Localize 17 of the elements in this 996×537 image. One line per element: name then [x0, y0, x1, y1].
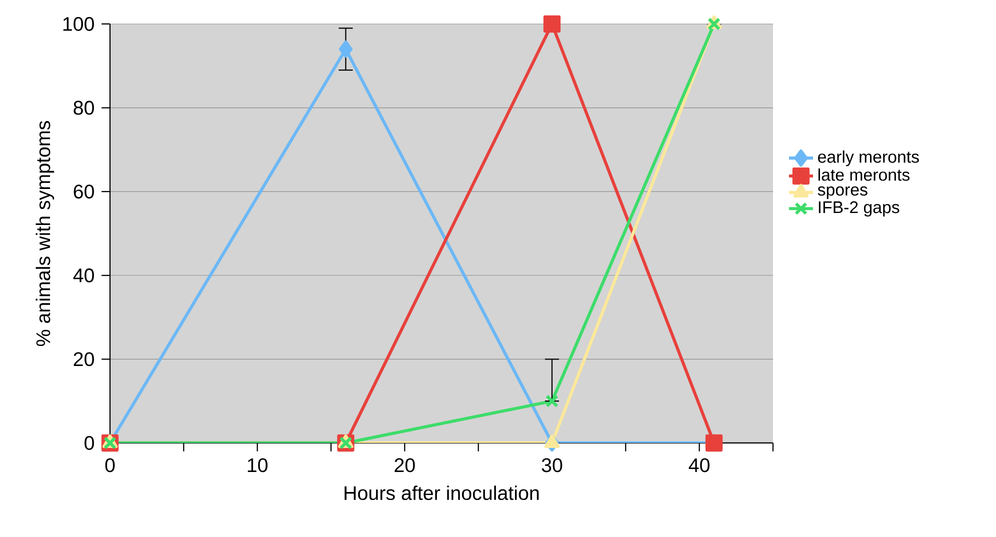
x-tick-label: 30: [542, 458, 562, 472]
x-tick-label: 40: [688, 458, 710, 472]
y-tick-label: 100: [63, 17, 94, 31]
x-tick-label: 20: [394, 458, 415, 472]
y-tick-label: 80: [74, 100, 94, 115]
legend-label: early meronts: [818, 150, 919, 166]
y-axis-title: % animals with symptoms: [36, 121, 54, 346]
legend-label: late meronts: [818, 168, 910, 181]
legend-label: IFB-2 gaps: [818, 201, 900, 217]
legend-label: spores: [818, 186, 868, 199]
y-tick-label: 20: [74, 352, 94, 366]
x-axis-title: Hours after inoculation: [344, 486, 539, 500]
x-tick-label: 0: [105, 458, 115, 472]
x-tick-label: 10: [248, 458, 268, 472]
y-tick-label: 0: [84, 436, 94, 450]
y-tick-label: 40: [73, 268, 94, 282]
y-tick-label: 60: [74, 184, 94, 199]
